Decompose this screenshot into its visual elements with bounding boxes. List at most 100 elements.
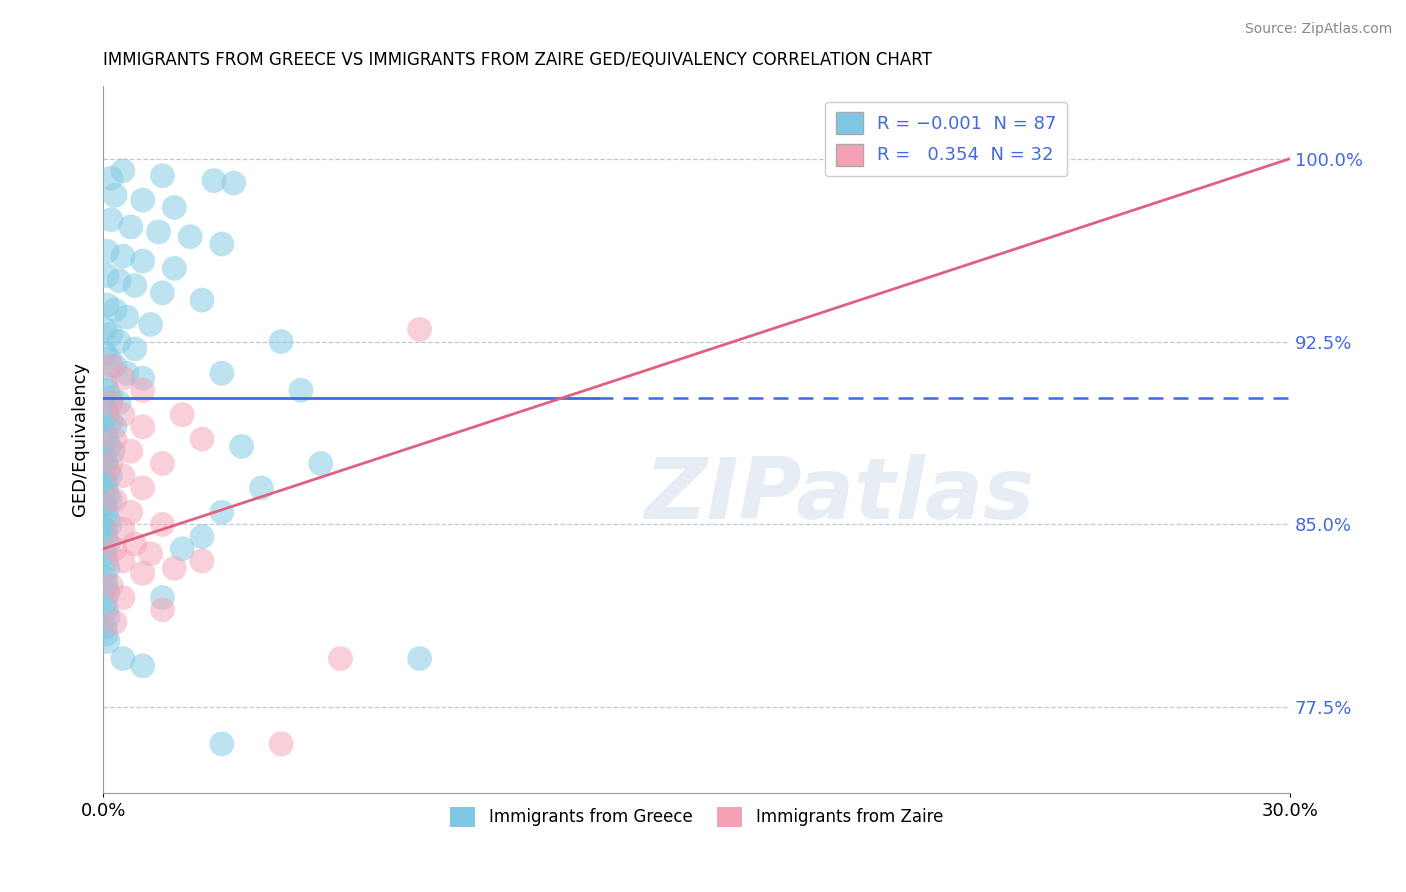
Point: [120, 219, 142, 234]
Point: [211, 505, 233, 519]
Point: [96, 627, 118, 641]
Point: [120, 505, 142, 519]
Point: [98, 517, 121, 532]
Point: [108, 274, 131, 288]
Point: [115, 366, 138, 380]
Point: [131, 371, 153, 385]
Point: [131, 658, 153, 673]
Point: [211, 237, 233, 252]
Point: [96, 505, 118, 519]
Point: [96, 554, 118, 568]
Point: [329, 651, 352, 665]
Point: [163, 261, 186, 276]
Point: [94, 425, 117, 439]
Point: [191, 432, 214, 446]
Point: [152, 517, 174, 532]
Point: [152, 603, 174, 617]
Point: [94, 498, 117, 512]
Point: [111, 468, 134, 483]
Point: [163, 561, 186, 575]
Point: [98, 468, 121, 483]
Point: [131, 420, 153, 434]
Point: [96, 603, 118, 617]
Point: [111, 651, 134, 665]
Point: [97, 634, 120, 648]
Point: [100, 391, 122, 405]
Text: ZIPatlas: ZIPatlas: [644, 454, 1035, 537]
Point: [111, 522, 134, 536]
Point: [98, 439, 121, 453]
Point: [172, 541, 194, 556]
Point: [131, 481, 153, 495]
Point: [94, 347, 117, 361]
Point: [179, 229, 201, 244]
Point: [96, 268, 118, 283]
Point: [111, 554, 134, 568]
Point: [131, 384, 153, 398]
Point: [96, 244, 118, 259]
Point: [94, 474, 117, 488]
Point: [139, 318, 162, 332]
Point: [94, 620, 117, 634]
Point: [124, 278, 146, 293]
Point: [100, 395, 122, 409]
Point: [97, 512, 120, 526]
Point: [97, 585, 120, 599]
Point: [408, 322, 430, 336]
Point: [309, 457, 332, 471]
Point: [97, 610, 120, 624]
Point: [96, 384, 118, 398]
Point: [120, 444, 142, 458]
Point: [94, 522, 117, 536]
Point: [152, 591, 174, 605]
Point: [152, 285, 174, 300]
Point: [100, 359, 122, 373]
Point: [104, 420, 127, 434]
Point: [104, 359, 127, 373]
Point: [94, 401, 117, 415]
Point: [97, 488, 120, 502]
Point: [111, 249, 134, 263]
Point: [191, 530, 214, 544]
Point: [111, 164, 134, 178]
Point: [104, 615, 127, 629]
Point: [100, 327, 122, 342]
Point: [96, 408, 118, 422]
Point: [104, 302, 127, 317]
Point: [100, 171, 122, 186]
Point: [104, 432, 127, 446]
Point: [250, 481, 273, 495]
Point: [191, 554, 214, 568]
Point: [96, 298, 118, 312]
Point: [96, 481, 118, 495]
Point: [96, 457, 118, 471]
Point: [94, 449, 117, 463]
Y-axis label: GED/Equivalency: GED/Equivalency: [72, 362, 89, 516]
Point: [124, 537, 146, 551]
Point: [408, 651, 430, 665]
Point: [111, 591, 134, 605]
Point: [222, 176, 245, 190]
Point: [96, 578, 118, 592]
Point: [108, 334, 131, 349]
Point: [104, 541, 127, 556]
Point: [172, 408, 194, 422]
Point: [97, 561, 120, 575]
Point: [100, 578, 122, 592]
Point: [152, 457, 174, 471]
Point: [115, 310, 138, 325]
Point: [148, 225, 170, 239]
Point: [163, 201, 186, 215]
Point: [191, 293, 214, 307]
Point: [94, 595, 117, 609]
Point: [290, 384, 312, 398]
Point: [98, 351, 121, 366]
Point: [152, 169, 174, 183]
Point: [101, 444, 124, 458]
Point: [94, 571, 117, 585]
Point: [211, 737, 233, 751]
Text: Source: ZipAtlas.com: Source: ZipAtlas.com: [1244, 22, 1392, 37]
Point: [96, 530, 118, 544]
Point: [100, 457, 122, 471]
Point: [108, 395, 131, 409]
